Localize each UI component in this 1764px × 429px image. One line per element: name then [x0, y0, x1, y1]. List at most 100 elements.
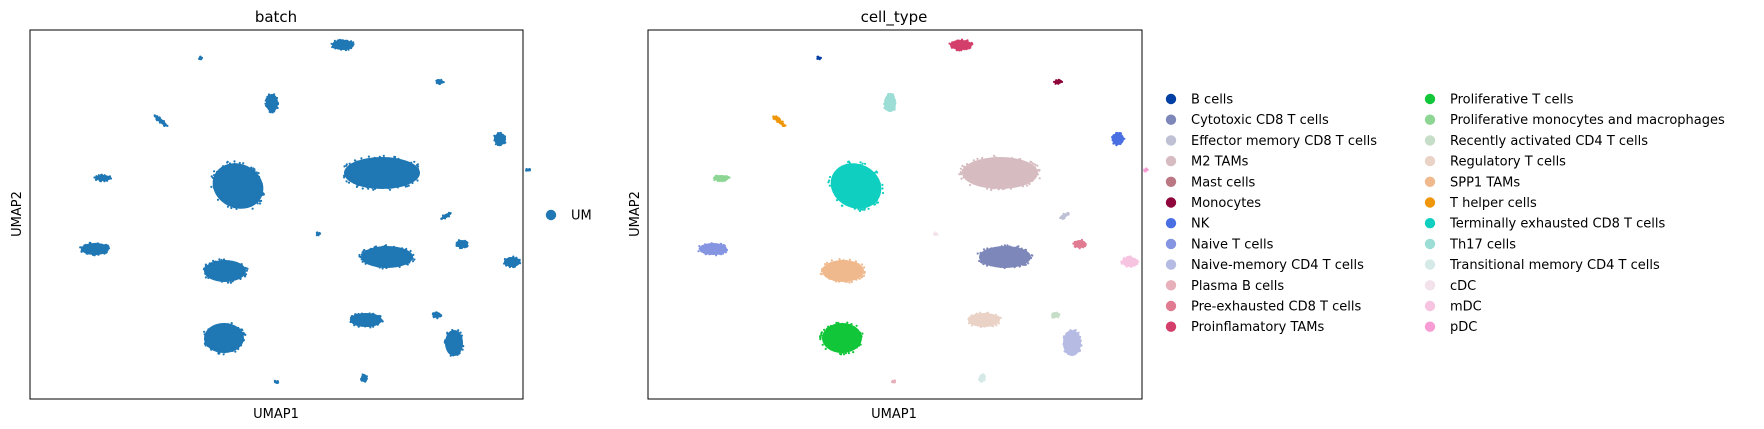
batch-point	[244, 266, 247, 270]
cell-type-point	[1080, 238, 1083, 241]
legend-item-b-cells: B cells	[1165, 93, 1233, 108]
cell-type-point	[820, 270, 824, 273]
legend-marker	[1424, 218, 1436, 229]
batch-point	[409, 162, 412, 165]
cell-type-point	[837, 280, 841, 283]
batch-point	[109, 177, 113, 180]
cell-type-point	[1015, 246, 1018, 249]
batch-cluster-um	[493, 131, 507, 147]
cell-type-point	[876, 201, 880, 204]
cell-type-point	[1119, 142, 1122, 146]
legend-label: Proliferative T cells	[1450, 93, 1574, 108]
cell-type-point	[1055, 311, 1059, 314]
cell-type-point	[1053, 80, 1056, 83]
cell-type-point	[847, 160, 851, 163]
cell-type-point	[976, 312, 979, 315]
legend-label: Naive T cells	[1191, 237, 1274, 252]
batch-point	[455, 241, 458, 244]
cell-type-point	[1002, 265, 1005, 268]
cell-type-point	[990, 324, 993, 327]
batch-point	[343, 176, 346, 179]
legend-marker	[1165, 135, 1177, 146]
legend-marker	[1424, 300, 1436, 312]
batch-point	[355, 183, 358, 186]
cell-type-point	[1014, 184, 1017, 188]
batch-point	[216, 198, 220, 201]
batch-cluster-um	[358, 244, 416, 270]
batch-point	[360, 157, 363, 160]
cell-type-point	[973, 162, 976, 165]
batch-point	[215, 190, 218, 193]
cell-type-point	[967, 322, 971, 325]
cell-type-point	[824, 263, 827, 266]
cell-type-point	[783, 124, 786, 127]
cell-type-point	[959, 173, 963, 176]
legend-marker	[1165, 218, 1177, 229]
cell-type-point	[878, 182, 881, 185]
legend-label: SPP1 TAMs	[1450, 175, 1520, 190]
cell-type-point	[720, 242, 723, 246]
batch-point	[204, 338, 207, 341]
batch-point	[461, 348, 464, 351]
cell-type-point	[726, 175, 729, 178]
legend-label: M2 TAMs	[1191, 155, 1249, 170]
cell-type-point	[958, 39, 961, 42]
batch-point	[416, 163, 419, 166]
batch-point	[408, 252, 411, 255]
batch-point	[438, 82, 441, 86]
cell-type-point	[837, 198, 840, 201]
panel-cell-type: cell_type UMAP1 UMAP2 B cells Cytotoxic C…	[628, 8, 1725, 422]
batch-point	[235, 163, 238, 166]
cell-type-point	[1074, 329, 1077, 332]
legend-label: Regulatory T cells	[1450, 155, 1566, 170]
batch-point	[344, 172, 347, 176]
legend-label: Monocytes	[1191, 196, 1261, 211]
batch-point	[233, 162, 236, 165]
legend-marker	[1165, 321, 1177, 332]
legend-label: Proliferative monocytes and macrophages	[1450, 113, 1725, 128]
legend-label: pDC	[1450, 320, 1477, 335]
cell-type-point	[876, 187, 880, 191]
cell-type-point	[838, 259, 842, 262]
batch-point	[503, 262, 506, 265]
cell-type-cluster-proinflamatory-tams	[948, 38, 974, 52]
batch-point	[94, 253, 97, 256]
batch-point	[246, 204, 249, 207]
cell-type-point	[987, 313, 990, 316]
batch-point-cloud	[212, 163, 264, 209]
batch-point	[275, 96, 279, 100]
batch-point	[230, 203, 233, 206]
legend-label: Terminally exhausted CD8 T cells	[1449, 217, 1665, 232]
batch-point	[241, 329, 244, 332]
batch-point	[502, 142, 506, 145]
cell-type-point	[1130, 265, 1133, 268]
batch-point	[106, 179, 109, 182]
legend-item-naive-t-cells: Naive T cells	[1165, 237, 1274, 252]
cell-type-point	[849, 324, 852, 327]
legend-marker	[1165, 176, 1177, 187]
batch-point	[361, 187, 364, 190]
batch-point-cloud	[494, 133, 506, 145]
batch-point	[220, 258, 223, 262]
cell-type-point-cloud	[1063, 330, 1081, 356]
cell-type-point	[982, 248, 986, 251]
cell-type-point	[1126, 256, 1129, 259]
batch-point	[412, 253, 415, 256]
cell-type-point-cloud	[884, 94, 896, 112]
batch-point	[206, 344, 210, 348]
cell-type-point	[1030, 165, 1033, 168]
cell-type-point	[833, 177, 836, 180]
cell-type-point	[1065, 350, 1068, 353]
legend-item-proliferative-monocytes-and-macrophages: Proliferative monocytes and macrophages	[1424, 113, 1725, 128]
cell-type-point-cloud	[1122, 257, 1138, 267]
legend-item-mast-cells: Mast cells	[1165, 175, 1256, 190]
cell-type-point	[852, 351, 855, 354]
cell-type-point	[986, 247, 989, 250]
cell-type-point	[772, 115, 775, 119]
cell-type-point	[986, 187, 989, 190]
cell-type-point	[1024, 248, 1027, 251]
batch-point	[245, 269, 248, 272]
cell-type-point	[983, 325, 986, 328]
cell-type-point	[861, 208, 864, 211]
cell-type-point	[852, 326, 855, 329]
